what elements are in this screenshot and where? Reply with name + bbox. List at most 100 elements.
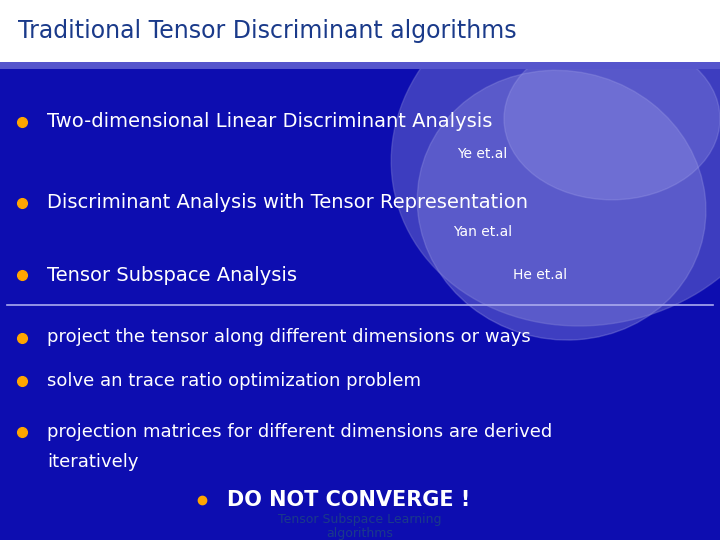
Bar [0,534,720,535]
Bar [0,484,720,485]
Bar [0,524,720,525]
Bar [0,497,720,498]
Bar [0,504,720,505]
Bar [0,495,720,496]
Bar [0,534,720,535]
Bar [0,486,720,487]
Text: solve an trace ratio optimization problem: solve an trace ratio optimization proble… [47,372,420,390]
FancyBboxPatch shape [0,62,720,540]
Bar [0,523,720,524]
Bar [0,510,720,511]
Bar [0,534,720,535]
Bar [0,529,720,530]
Bar [0,502,720,503]
Bar [0,530,720,531]
Bar [0,514,720,515]
Bar [0,479,720,480]
Bar [0,494,720,495]
Bar [0,538,720,539]
Bar [0,488,720,489]
Bar [0,487,720,488]
Bar [0,530,720,531]
Bar [0,488,720,489]
Ellipse shape [391,0,720,326]
Bar [0,484,720,485]
Bar [0,508,720,509]
Bar [0,487,720,488]
Bar [0,496,720,497]
Bar [0,535,720,536]
Bar [0,494,720,495]
Bar [0,504,720,505]
Bar [0,491,720,492]
Bar [0,506,720,507]
Bar [0,522,720,523]
Bar [0,495,720,496]
Bar [0,492,720,493]
Bar [0,509,720,510]
Bar [0,505,720,507]
Bar [0,503,720,504]
Bar [0,512,720,514]
Ellipse shape [418,70,706,340]
Bar [0,483,720,484]
Bar [0,533,720,534]
Bar [0,478,720,479]
Bar [0,483,720,484]
Bar [0,479,720,480]
Bar [0,484,720,485]
Bar [0,528,720,529]
Bar [0,538,720,539]
Bar [0,518,720,519]
Bar [0,481,720,482]
Bar [0,516,720,517]
Bar [0,493,720,494]
Bar [0,519,720,520]
Bar [0,506,720,507]
Bar [0,481,720,482]
Bar [0,489,720,490]
Bar [0,537,720,538]
Bar [0,498,720,499]
Bar [0,510,720,511]
Bar [0,515,720,516]
Bar [0,496,720,497]
Bar [0,531,720,532]
Bar [0,504,720,505]
Bar [0,501,720,502]
Bar [0,510,720,511]
Bar [0,535,720,536]
Bar [0,520,720,521]
Bar [0,527,720,528]
Bar [0,525,720,526]
Bar [0,509,720,510]
Bar [0,526,720,527]
Bar [0,535,720,536]
Bar [0,496,720,497]
Bar [0,496,720,497]
Bar [0,500,720,501]
Bar [0,497,720,498]
Bar [0,527,720,528]
Bar [0,491,720,492]
Bar [0,493,720,494]
Bar [0,486,720,487]
Bar [0,492,720,493]
Bar [0,485,720,486]
Bar [0,505,720,506]
Bar [0,492,720,494]
Bar [0,478,720,479]
Bar [0,480,720,481]
Bar [0,499,720,500]
Text: He et.al: He et.al [513,268,567,282]
Bar [0,477,720,478]
Bar [0,526,720,527]
Text: iteratively: iteratively [47,453,138,471]
Bar [0,521,720,522]
Bar [0,477,720,478]
Bar [0,509,720,510]
Bar [0,532,720,533]
Bar [0,507,720,508]
Bar [0,528,720,529]
Bar [0,524,720,525]
